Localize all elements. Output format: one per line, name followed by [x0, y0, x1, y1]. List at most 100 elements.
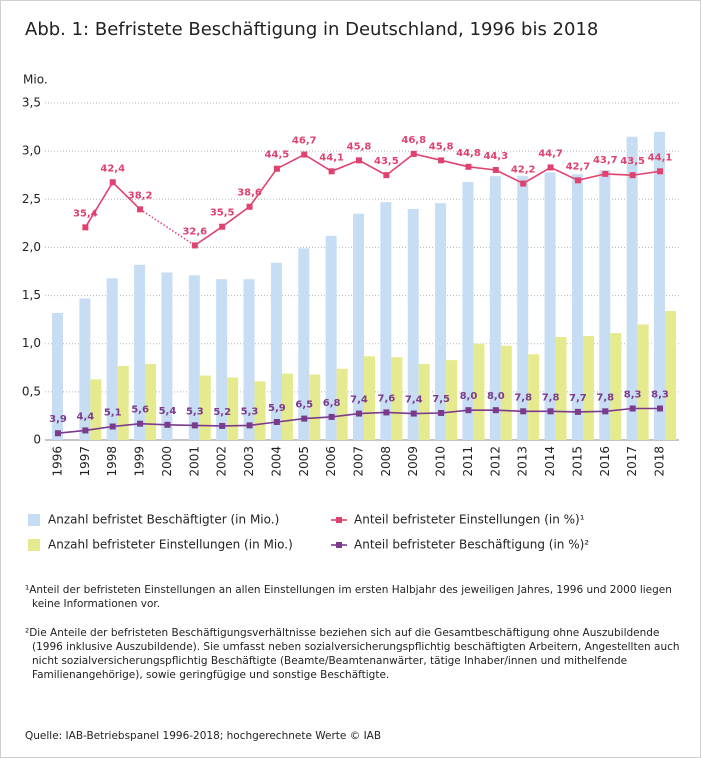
- legend-swatch: [336, 517, 342, 523]
- value-label: 5,2: [213, 407, 231, 418]
- marker: [219, 223, 226, 230]
- value-label: 8,3: [651, 389, 669, 400]
- value-label: 44,3: [483, 151, 508, 162]
- marker: [547, 408, 554, 415]
- legend-swatch: [28, 514, 40, 526]
- bar: [637, 324, 649, 440]
- marker: [356, 410, 362, 417]
- bar: [610, 333, 622, 440]
- value-label: 44,1: [648, 152, 673, 163]
- value-label: 5,9: [268, 403, 286, 414]
- value-label: 35,4: [73, 208, 98, 219]
- marker: [410, 150, 417, 157]
- bar: [446, 360, 458, 440]
- bar: [281, 373, 293, 440]
- value-label: 32,6: [182, 226, 207, 237]
- x-tick-label: 2012: [488, 446, 502, 477]
- value-label: 44,5: [265, 150, 290, 161]
- source: Quelle: IAB-Betriebspanel 1996-2018; hoc…: [25, 730, 382, 742]
- bar: [418, 363, 430, 440]
- marker: [82, 224, 89, 231]
- marker: [465, 407, 472, 414]
- x-tick-label: 2017: [625, 446, 639, 477]
- value-label: 6,8: [323, 398, 341, 409]
- marker: [164, 421, 171, 428]
- bar: [161, 272, 173, 440]
- x-tick-label: 2015: [570, 446, 584, 477]
- marker: [246, 203, 253, 210]
- y-axis-label: Mio.: [23, 73, 48, 87]
- marker: [301, 415, 308, 422]
- bar: [571, 174, 583, 440]
- marker: [574, 177, 581, 184]
- bar: [106, 278, 118, 440]
- bar: [325, 235, 337, 440]
- value-label: 7,8: [542, 392, 560, 403]
- value-label: 7,8: [596, 392, 614, 403]
- y-tick-label: 2,0: [22, 240, 41, 254]
- marker: [629, 405, 636, 412]
- footnote: ²Die Anteile der befristeten Beschäftigu…: [25, 627, 680, 681]
- legend-swatch: [336, 542, 342, 548]
- marker: [602, 170, 609, 177]
- bar: [500, 345, 512, 440]
- value-label: 42,2: [511, 165, 536, 176]
- x-tick-label: 1997: [78, 446, 92, 477]
- legend-label: Anzahl befristeter Einstellungen (in Mio…: [48, 538, 293, 552]
- marker: [574, 408, 581, 415]
- bar: [51, 312, 63, 440]
- bar: [473, 343, 485, 440]
- value-label: 46,8: [401, 135, 426, 146]
- y-tick-label: 1,5: [22, 288, 41, 302]
- bar: [665, 310, 677, 440]
- legend-label: Anteil befristeter Beschäftigung (in %)²: [354, 538, 589, 552]
- y-tick-label: 1,0: [22, 336, 41, 350]
- bar: [626, 136, 638, 440]
- marker: [246, 422, 253, 429]
- bar: [254, 381, 266, 440]
- x-tick-label: 2014: [543, 446, 557, 477]
- bar: [298, 248, 310, 440]
- value-label: 8,3: [624, 389, 642, 400]
- x-tick-label: 2001: [187, 446, 201, 477]
- bar: [199, 375, 211, 440]
- value-label: 45,8: [429, 141, 454, 152]
- y-tick-label: 2,5: [22, 192, 41, 206]
- marker: [328, 413, 335, 420]
- legend-swatch: [28, 539, 40, 551]
- value-label: 46,7: [292, 136, 317, 147]
- value-label: 43,5: [620, 156, 645, 167]
- bar: [462, 181, 474, 440]
- x-tick-label: 2010: [434, 446, 448, 477]
- bar: [517, 176, 529, 441]
- y-tick-label: 3,0: [22, 144, 41, 158]
- marker: [602, 408, 609, 415]
- marker: [109, 423, 116, 430]
- chart: Abb. 1: Befristete Beschäftigung in Deut…: [22, 19, 679, 552]
- bar: [270, 262, 282, 440]
- marker: [657, 168, 664, 175]
- bar: [528, 354, 540, 440]
- marker: [301, 151, 308, 158]
- gap-connector: [139, 208, 196, 247]
- marker: [492, 167, 499, 174]
- marker: [328, 168, 335, 175]
- marker: [191, 242, 198, 249]
- bar: [489, 176, 501, 441]
- bar: [654, 131, 666, 440]
- marker: [383, 172, 390, 179]
- marker: [137, 206, 144, 213]
- footnote: ¹Anteil der befristeten Einstellungen an…: [25, 584, 672, 610]
- legend-label: Anteil befristeter Einstellungen (in %)¹: [354, 513, 585, 527]
- bar: [380, 202, 392, 440]
- value-label: 7,4: [405, 395, 423, 406]
- marker: [54, 430, 61, 437]
- value-label: 38,2: [128, 190, 153, 201]
- x-tick-label: 1996: [50, 446, 64, 477]
- y-tick-label: 3,5: [22, 96, 41, 110]
- x-tick-label: 2013: [516, 446, 530, 477]
- value-label: 7,7: [569, 393, 587, 404]
- marker: [629, 172, 636, 179]
- x-tick-label: 1998: [105, 446, 119, 477]
